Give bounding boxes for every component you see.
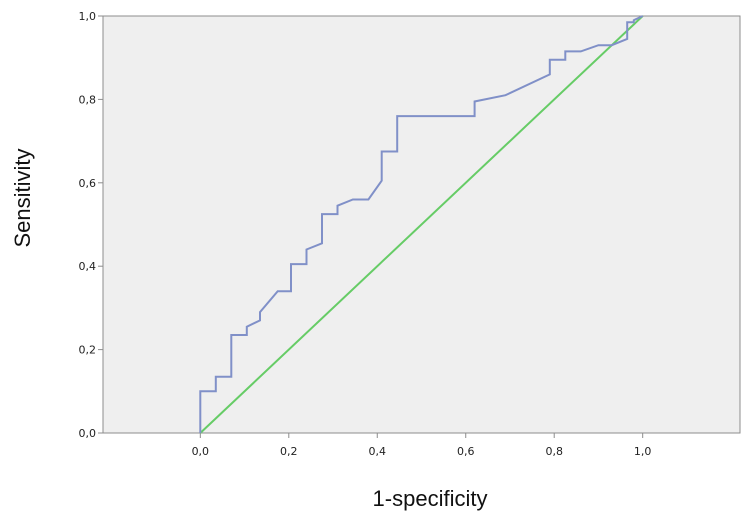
y-tick-label: 0,2 <box>79 344 97 357</box>
y-axis-label: Sensitivity <box>10 148 35 247</box>
x-tick-label: 0,2 <box>280 445 298 458</box>
roc-curve-line <box>199 15 644 433</box>
y-tick-label: 0,6 <box>79 177 97 190</box>
y-tick-label: 1,0 <box>79 10 97 23</box>
x-tick-label: 0,0 <box>192 445 210 458</box>
x-tick-label: 1,0 <box>634 445 652 458</box>
y-tick-label: 0,0 <box>79 427 97 440</box>
y-tick-label: 0,8 <box>79 93 97 106</box>
x-axis-label: 1-specificity <box>373 486 488 511</box>
x-tick-label: 0,8 <box>545 445 563 458</box>
x-tick-label: 0,6 <box>457 445 475 458</box>
x-tick-label: 0,4 <box>369 445 387 458</box>
reference-diagonal-line <box>199 15 644 434</box>
y-tick-label: 0,4 <box>79 260 97 273</box>
